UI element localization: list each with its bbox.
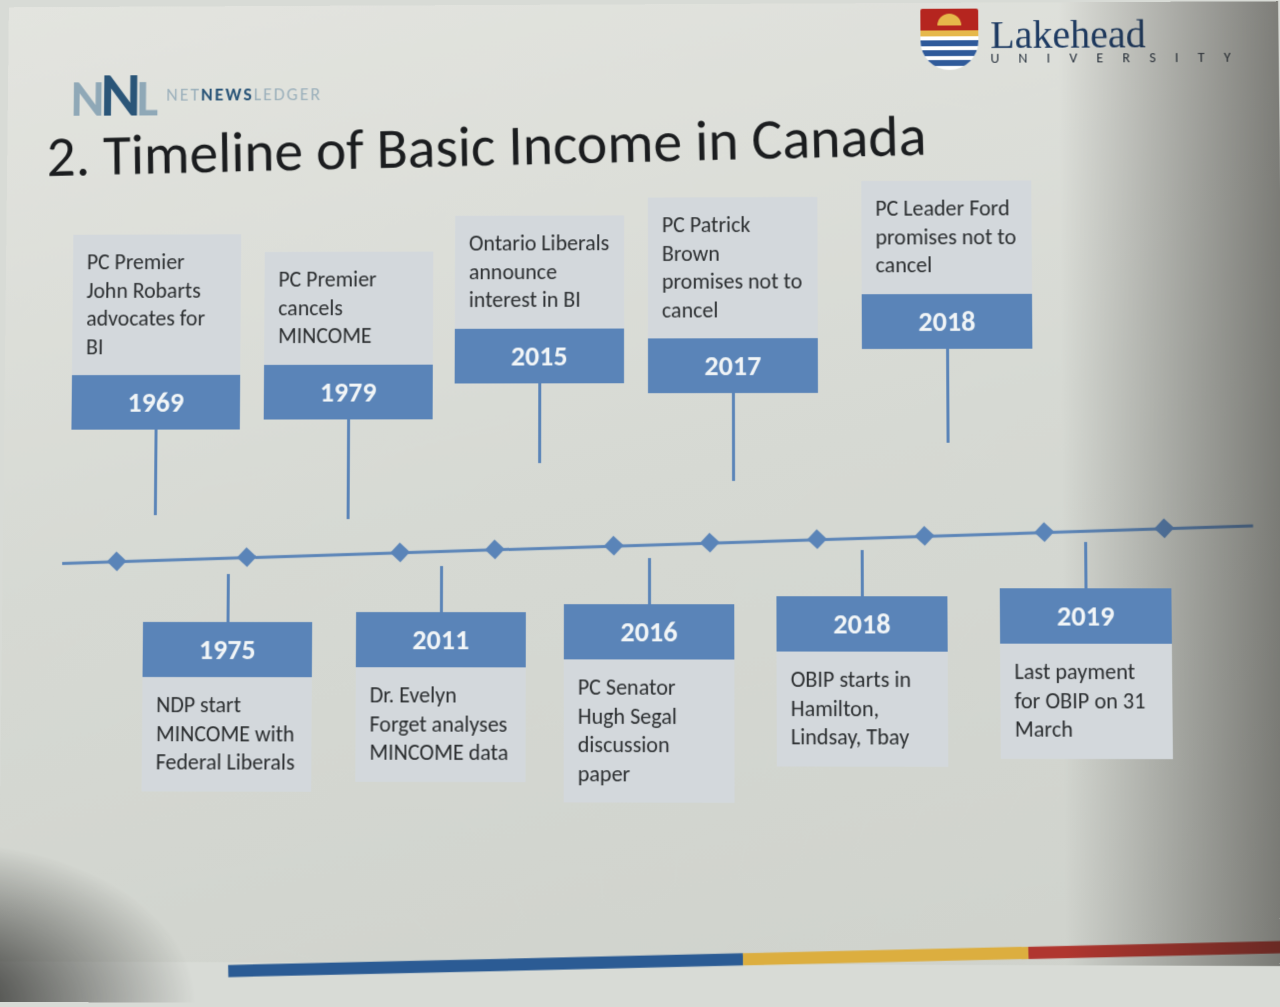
event-connector [538, 383, 541, 463]
event-year: 2019 [1000, 588, 1172, 644]
event-description: PC Leader Ford promises not to cancel [861, 180, 1032, 294]
event-description: Ontario Liberals announce interest in BI [455, 215, 624, 328]
event-connector [439, 566, 442, 612]
nnl-wordmark: NETNEWSLEDGER [166, 83, 322, 105]
timeline-event: OBIP starts in Hamilton, Lindsay, Tbay20… [776, 550, 948, 767]
timeline-marker-icon [604, 536, 624, 556]
event-description: NDP start MINCOME with Federal Liberals [142, 677, 312, 792]
event-year: 2015 [455, 328, 624, 383]
event-year: 1975 [143, 622, 313, 677]
timeline-event: NDP start MINCOME with Federal Liberals1… [142, 574, 313, 792]
event-year: 2017 [648, 338, 818, 393]
event-description: PC Senator Hugh Segal discussion paper [564, 659, 735, 803]
timeline-marker-icon [914, 526, 934, 546]
event-year: 2011 [356, 612, 526, 667]
vignette-corner [0, 840, 199, 1002]
event-connector [226, 574, 229, 622]
timeline-event: Last payment for OBIP on 31 March2019 [999, 542, 1172, 759]
vignette-right [1058, 1, 1280, 966]
timeline-marker-icon [699, 533, 719, 553]
event-year: 1979 [264, 364, 433, 419]
event-connector [946, 349, 950, 443]
event-description: PC Patrick Brown promises not to cancel [648, 197, 818, 339]
event-connector [153, 430, 157, 516]
event-description: PC Premier John Robarts advocates for BI [72, 234, 241, 375]
timeline-event: PC Premier John Robarts advocates for BI… [71, 234, 242, 515]
timeline-marker-icon [106, 551, 126, 571]
event-connector [1084, 542, 1087, 588]
event-description: Dr. Evelyn Forget analyses MINCOME data [355, 667, 526, 782]
event-description: Last payment for OBIP on 31 March [1000, 644, 1173, 759]
timeline-marker-icon [236, 547, 256, 567]
timeline-marker-icon [485, 539, 505, 559]
timeline-event: Ontario Liberals announce interest in BI… [454, 215, 624, 463]
event-year: 1969 [71, 375, 240, 430]
event-connector [346, 419, 349, 519]
slide-surface: N N L NETNEWSLEDGER Lakehead U N I V E R… [0, 1, 1280, 966]
event-year: 2018 [776, 596, 947, 651]
event-year: 2016 [564, 604, 735, 659]
timeline-event: PC Senator Hugh Segal discussion paper20… [564, 558, 735, 803]
event-connector [731, 393, 734, 481]
timeline-event: Dr. Evelyn Forget analyses MINCOME data2… [355, 566, 526, 782]
timeline-marker-icon [1034, 522, 1054, 542]
nnl-word: NEWS [201, 84, 254, 106]
shield-icon [920, 9, 978, 74]
nnl-word: LEDGER [254, 83, 323, 105]
timeline-event: PC Leader Ford promises not to cancel201… [861, 180, 1033, 442]
event-year: 2018 [862, 294, 1033, 349]
timeline-event: PC Premier cancels MINCOME1979 [263, 252, 433, 519]
event-connector [860, 550, 863, 596]
event-description: OBIP starts in Hamilton, Lindsay, Tbay [777, 652, 949, 767]
event-description: PC Premier cancels MINCOME [264, 252, 433, 365]
nnl-word: NET [166, 84, 201, 106]
timeline-marker-icon [807, 529, 827, 549]
timeline-event: PC Patrick Brown promises not to cancel2… [648, 197, 818, 481]
event-connector [648, 558, 651, 604]
timeline-marker-icon [390, 542, 410, 562]
